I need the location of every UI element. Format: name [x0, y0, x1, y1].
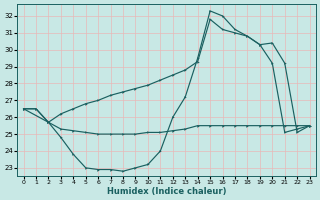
X-axis label: Humidex (Indice chaleur): Humidex (Indice chaleur): [107, 187, 226, 196]
